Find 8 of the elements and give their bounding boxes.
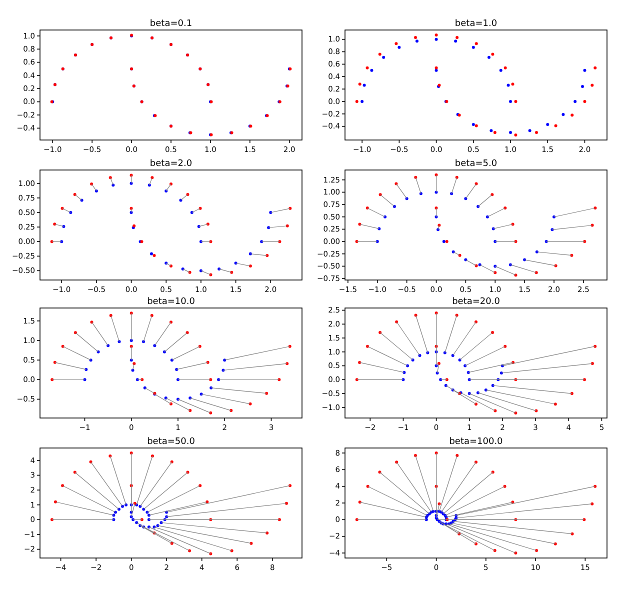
- chart-title: beta=0.1: [150, 19, 192, 29]
- chart-title: beta=1.0: [454, 19, 498, 29]
- chart-title: beta=20.0: [452, 297, 500, 307]
- chart-title: beta=2.0: [150, 159, 192, 169]
- chart-title: beta=5.0: [454, 159, 498, 169]
- chart-title: beta=100.0: [449, 437, 504, 447]
- chart-title: beta=50.0: [147, 437, 196, 447]
- chart-title: beta=10.0: [147, 297, 196, 307]
